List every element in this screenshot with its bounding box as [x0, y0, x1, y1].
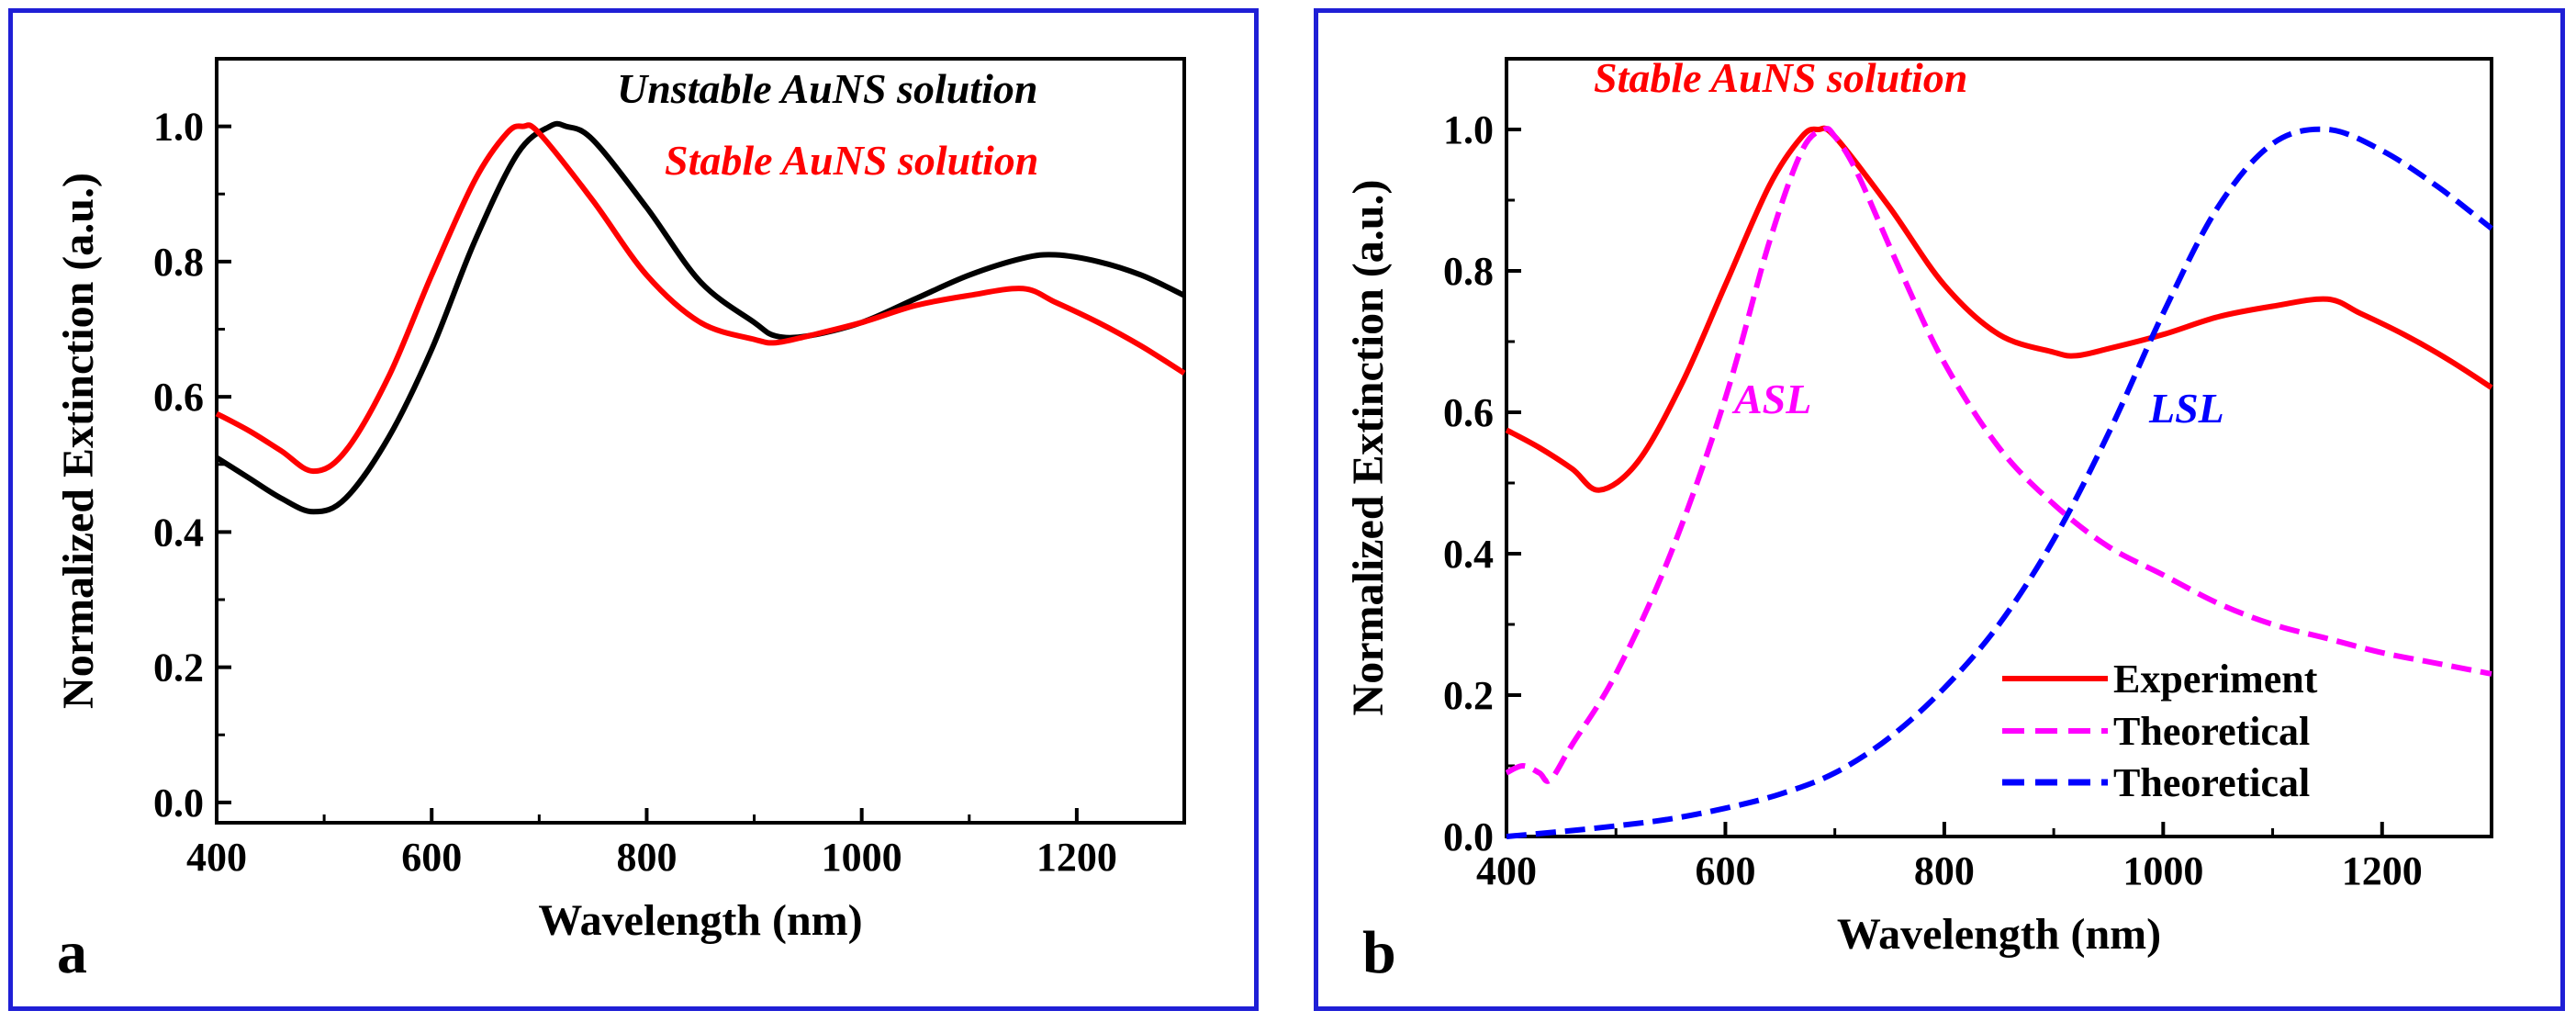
y-axis-title-a: Normalized Extinction (a.u.)	[54, 173, 103, 709]
series-line-a-0	[215, 120, 1186, 515]
y-tick-label-b: 0.0	[1443, 814, 1494, 859]
y-tick-label-b: 0.2	[1443, 673, 1494, 718]
x-tick-label-b: 600	[1695, 848, 1755, 893]
y-tick-label-a: 0.8	[153, 240, 204, 285]
plot-frame-b	[1505, 57, 2493, 838]
chart-a-svg: 400 600 800 1000 1200 0.0 0.2 0.4 0.6 0.8 1.0 Norm…	[54, 57, 1186, 986]
chart-panel-a: 400 600 800 1000 1200 0.0 0.2 0.4 0.6 0.8 1.0 Norm…	[8, 8, 1259, 1011]
annotation-lsl: LSL	[2148, 385, 2224, 432]
annotation-unstable: Unstable AuNS solution	[617, 65, 1037, 112]
y-tick-label-a: 0.2	[153, 646, 204, 691]
x-tick-label-a: 1200	[1036, 835, 1117, 880]
x-tick-label-a: 600	[401, 835, 462, 880]
annotation-stable-b: Stable AuNS solution	[1594, 54, 1967, 101]
annotation-stable-a: Stable AuNS solution	[665, 137, 1038, 184]
y-tick-label-b: 0.6	[1443, 390, 1494, 435]
series-line-b-2	[1506, 126, 2493, 839]
plot-area-b: 400 600 800 1000 1200 0.0 0.2 0.4 0.6 0.8 1.0	[1443, 57, 2493, 893]
ticks-b: 400 600 800 1000 1200 0.0 0.2 0.4 0.6 0.8 1.0	[1443, 57, 2423, 893]
x-tick-label-a: 800	[616, 835, 677, 880]
series-a	[215, 120, 1186, 515]
y-axis-title-b: Normalized Extinction (a.u.)	[1344, 180, 1393, 716]
chart-panel-b: 400 600 800 1000 1200 0.0 0.2 0.4 0.6 0.8 1.0 Norm…	[1314, 8, 2565, 1011]
ticks-a: 400 600 800 1000 1200 0.0 0.2 0.4 0.6 0.8 1.0	[153, 57, 1117, 880]
y-tick-label-b: 0.8	[1443, 249, 1494, 294]
x-tick-label-a: 400	[186, 835, 247, 880]
x-tick-label-b: 1200	[2342, 848, 2423, 893]
series-line-b-1	[1505, 126, 2492, 784]
y-tick-label-a: 1.0	[153, 105, 204, 150]
legend-label-theoretical-asl: Theoretical	[2113, 709, 2310, 754]
plot-frame-a	[215, 57, 1186, 825]
series-line-b-0	[1505, 125, 2493, 493]
plot-area-a: 400 600 800 1000 1200 0.0 0.2 0.4 0.6 0.8 1.0	[153, 57, 1186, 880]
panel-label-a: a	[57, 919, 87, 986]
x-axis-title-b: Wavelength (nm)	[1837, 910, 2161, 959]
series-line-a-1	[215, 122, 1186, 475]
y-tick-label-a: 0.4	[153, 510, 204, 555]
x-tick-label-b: 800	[1914, 848, 1975, 893]
legend-label-theoretical-lsl: Theoretical	[2113, 760, 2310, 805]
x-tick-label-b: 1000	[2122, 848, 2203, 893]
y-tick-label-a: 0.0	[153, 781, 204, 825]
x-tick-label-b: 400	[1476, 848, 1537, 893]
chart-b-svg: 400 600 800 1000 1200 0.0 0.2 0.4 0.6 0.8 1.0 Norm…	[1344, 54, 2493, 986]
legend: Experiment Theoretical Theoretical	[2002, 657, 2318, 805]
legend-label-experiment: Experiment	[2113, 657, 2318, 702]
y-tick-label-a: 0.6	[153, 375, 204, 420]
x-tick-label-a: 1000	[822, 835, 902, 880]
y-tick-label-b: 0.4	[1443, 532, 1494, 577]
x-axis-title-a: Wavelength (nm)	[538, 896, 862, 945]
panel-label-b: b	[1362, 919, 1396, 986]
annotation-asl: ASL	[1731, 376, 1811, 422]
series-b	[1505, 125, 2493, 839]
y-tick-label-b: 1.0	[1443, 107, 1494, 152]
